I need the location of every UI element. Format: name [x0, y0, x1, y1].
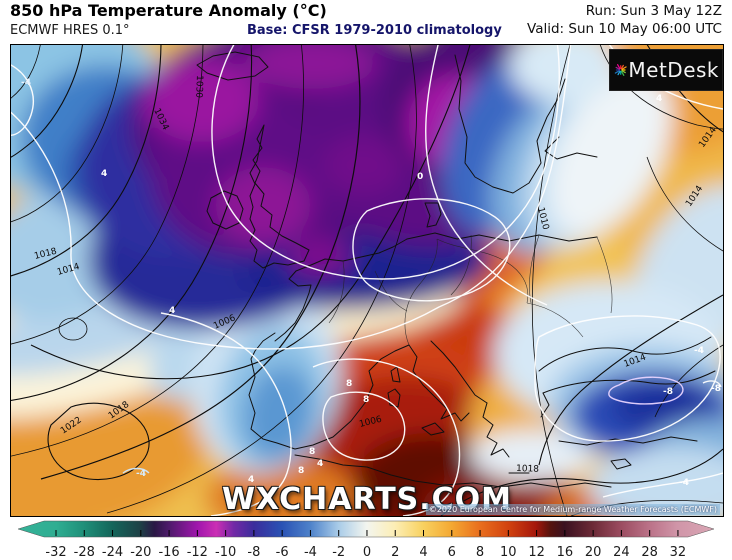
- colorbar-tick-label: -24: [102, 545, 123, 560]
- metdesk-starburst-icon: [614, 64, 627, 76]
- anomaly-contour-label: 4: [101, 169, 107, 179]
- colorbar-tick-label: 20: [585, 545, 602, 560]
- anomaly-contour-label: 4: [169, 306, 175, 316]
- starburst-ray: [616, 64, 621, 70]
- run-valid-block: Run: Sun 3 May 12Z Valid: Sun 10 May 06:…: [527, 2, 722, 38]
- isobar-label: 1030: [193, 75, 204, 99]
- colorbar-tick-label: -4: [304, 545, 317, 560]
- starburst-ray: [620, 70, 625, 76]
- colorbar-gradient-bar: [17, 520, 715, 538]
- isobars-layer: [11, 45, 723, 516]
- colorbar-tick-label: -10: [215, 545, 236, 560]
- copyright-note: ©2020 European Centre for Medium-range W…: [425, 504, 720, 515]
- starburst-ray: [614, 70, 621, 74]
- isobar-label: 1018: [516, 464, 540, 475]
- colorbar-tick-label: 6: [448, 545, 456, 560]
- colorbar-tick-label: 24: [613, 545, 630, 560]
- anomaly-contour-label: 4: [317, 459, 323, 469]
- colorbar-tick-label: -8: [247, 545, 260, 560]
- anomaly-contour-label: 4: [656, 94, 662, 104]
- anomaly-contour-label: 8: [363, 395, 369, 405]
- anomaly-color-blobs: [11, 45, 723, 516]
- temperature-colorbar: -32 -28 -24 -20 -16 -12 -10 -8 -6 -4 -2 0 2 4 6 8 10 12 16…: [17, 520, 715, 560]
- starburst-ray: [621, 70, 626, 74]
- colorbar-tick-label: -32: [45, 545, 66, 560]
- colorbar-tick-label: -28: [74, 545, 95, 560]
- valid-time-label: Valid: Sun 10 May 06:00 UTC: [527, 21, 722, 37]
- starburst-ray: [615, 66, 621, 70]
- colorbar-tick-label: -16: [158, 545, 179, 560]
- colorbar-tick-label: 10: [500, 545, 517, 560]
- colorbar-tick-label: -20: [130, 545, 151, 560]
- anomaly-contour-label: 8: [346, 379, 352, 389]
- model-label: ECMWF HRES 0.1°: [10, 23, 130, 38]
- colorbar-tick-label: -2: [332, 545, 345, 560]
- anomaly-contour-label: 8: [298, 466, 304, 476]
- metdesk-logo-text: MetDesk: [628, 58, 719, 82]
- colorbar-tick-label: 12: [528, 545, 545, 560]
- run-time-label: Run: Sun 3 May 12Z: [585, 3, 722, 19]
- anomaly-contours-layer: [11, 45, 723, 516]
- anomaly-contour-label: -4: [21, 78, 31, 88]
- colorbar-tick-label: 32: [670, 545, 687, 560]
- starburst-ray: [617, 70, 621, 76]
- page-title: 850 hPa Temperature Anomaly (°C): [10, 1, 327, 20]
- colorbar-tick-label: -6: [276, 545, 289, 560]
- metdesk-logo: MetDesk: [609, 49, 723, 91]
- anomaly-contour-label: -8: [663, 387, 673, 397]
- anomaly-contour-label: 4: [248, 475, 254, 485]
- anomaly-contour-label: 8: [309, 447, 315, 457]
- colorbar-tick-label: 8: [476, 545, 484, 560]
- colorbar-tick-label: 28: [641, 545, 658, 560]
- colorbar-tick-label: 16: [557, 545, 574, 560]
- colorbar-tick-label: -12: [187, 545, 208, 560]
- chart-header: 850 hPa Temperature Anomaly (°C) ECMWF H…: [0, 0, 732, 44]
- starburst-ray: [621, 66, 627, 70]
- climatology-base-label: Base: CFSR 1979-2010 climatology: [247, 23, 502, 38]
- colorbar-tick-label: 4: [419, 545, 427, 560]
- anomaly-contour-label: -4: [136, 469, 146, 479]
- coastlines-layer: [196, 51, 716, 488]
- anomaly-contour-label: -4: [694, 346, 704, 356]
- anomaly-contour-label: -8: [711, 384, 721, 394]
- colorbar-tick-label: 2: [391, 545, 399, 560]
- colorbar-tick-label: 0: [363, 545, 371, 560]
- anomaly-contour-label: 0: [417, 172, 423, 182]
- anomaly-contour-label: -4: [679, 478, 689, 488]
- starburst-ray: [620, 64, 624, 70]
- weather-map: 1030 1034 1018 1014 1006 1018 1022 1006 1010 1014…: [10, 44, 724, 517]
